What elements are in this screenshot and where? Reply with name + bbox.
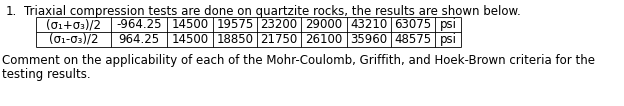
Text: 964.25: 964.25 <box>119 33 160 46</box>
Text: (σ₁+σ₃)/2: (σ₁+σ₃)/2 <box>46 18 101 31</box>
Text: 21750: 21750 <box>260 33 298 46</box>
Text: 43210: 43210 <box>350 18 388 31</box>
Text: Triaxial compression tests are done on quartzite rocks, the results are shown be: Triaxial compression tests are done on q… <box>24 5 521 18</box>
Text: psi: psi <box>439 18 457 31</box>
Text: testing results.: testing results. <box>2 68 90 81</box>
Text: 29000: 29000 <box>305 18 343 31</box>
Text: 26100: 26100 <box>305 33 343 46</box>
Text: 1.: 1. <box>6 5 17 18</box>
Text: Comment on the applicability of each of the Mohr-Coulomb, Griffith, and Hoek-Bro: Comment on the applicability of each of … <box>2 54 595 67</box>
Text: (σ₁-σ₃)/2: (σ₁-σ₃)/2 <box>49 33 98 46</box>
Text: psi: psi <box>439 33 457 46</box>
Text: -964.25: -964.25 <box>116 18 162 31</box>
Text: 63075: 63075 <box>394 18 432 31</box>
Text: 23200: 23200 <box>260 18 298 31</box>
Text: 14500: 14500 <box>172 33 208 46</box>
Text: 18850: 18850 <box>217 33 253 46</box>
Text: 48575: 48575 <box>394 33 432 46</box>
Text: 19575: 19575 <box>217 18 253 31</box>
Text: 14500: 14500 <box>172 18 208 31</box>
Text: 35960: 35960 <box>351 33 388 46</box>
